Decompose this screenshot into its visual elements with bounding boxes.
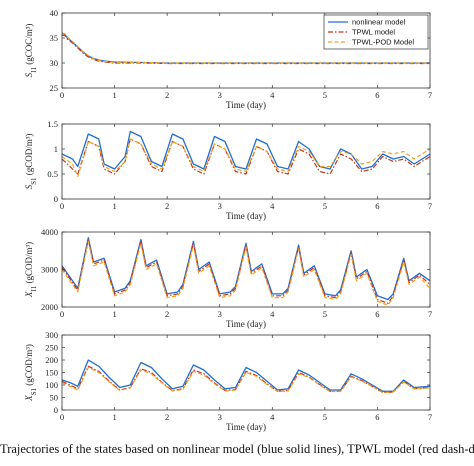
series-line-2 bbox=[62, 34, 430, 65]
x-tick-label: 5 bbox=[323, 201, 327, 211]
y-tick-label: 40 bbox=[50, 8, 59, 18]
y-tick-label: 150 bbox=[45, 368, 58, 378]
y-tick-label: 0 bbox=[54, 405, 58, 415]
x-axis-label: Time (day) bbox=[226, 422, 266, 432]
y-tick-label: 2000 bbox=[41, 302, 58, 312]
x-tick-label: 1 bbox=[112, 309, 116, 319]
series-line-1 bbox=[62, 236, 430, 301]
legend-box bbox=[323, 14, 429, 50]
series-line-3 bbox=[62, 240, 430, 306]
x-tick-label: 1 bbox=[112, 412, 116, 422]
x-tick-label: 3 bbox=[218, 309, 222, 319]
x-tick-label: 2 bbox=[165, 309, 169, 319]
subplot-2: 0 1 2 3 4 5 6 7 0 0.5 1 1.5 Time (day) SS1 (gCOD/m³) bbox=[24, 119, 432, 221]
figure-caption: Trajectories of the states based on nonl… bbox=[0, 442, 474, 456]
y-tick-label: 35 bbox=[50, 33, 59, 43]
series-line-1 bbox=[62, 130, 430, 170]
x-tick-label: 5 bbox=[323, 90, 327, 100]
y-tick-label: 250 bbox=[45, 343, 58, 353]
x-tick-label: 3 bbox=[218, 90, 222, 100]
y-axis-label-1: SI1 (gCOC/m³) bbox=[24, 24, 38, 78]
y-tick-label: 1.5 bbox=[47, 119, 58, 129]
y-tick-label: 50 bbox=[50, 393, 59, 403]
x-tick-label: 6 bbox=[375, 201, 379, 211]
x-axis-label: Time (day) bbox=[226, 211, 266, 221]
x-tick-label: 2 bbox=[165, 90, 169, 100]
y-tick-label: 100 bbox=[45, 380, 58, 390]
x-tick-label: 3 bbox=[218, 201, 222, 211]
x-tick-label: 7 bbox=[428, 309, 432, 319]
y-tick-label: 1 bbox=[54, 144, 58, 154]
legend-label-3: TPWL-POD Model bbox=[352, 38, 414, 47]
y-tick-label: 3000 bbox=[41, 265, 58, 275]
x-tick-label: 7 bbox=[428, 412, 432, 422]
x-tick-label: 7 bbox=[428, 201, 432, 211]
subplot-3: 0 1 2 3 4 5 6 7 2000 3000 4000 Time (day) XI1 (gCOD/… bbox=[24, 227, 432, 329]
x-tick-label: 0 bbox=[60, 90, 64, 100]
x-tick-label: 6 bbox=[375, 412, 379, 422]
x-tick-label: 4 bbox=[270, 90, 275, 100]
x-tick-label: 4 bbox=[270, 412, 275, 422]
x-tick-label: 0 bbox=[60, 412, 64, 422]
x-tick-label: 2 bbox=[165, 412, 169, 422]
x-tick-label: 7 bbox=[428, 90, 432, 100]
plot-frame bbox=[61, 123, 431, 200]
y-tick-label: 300 bbox=[45, 330, 58, 340]
x-tick-label: 5 bbox=[323, 309, 327, 319]
x-tick-label: 5 bbox=[323, 412, 327, 422]
y-tick-label: 0 bbox=[54, 194, 58, 204]
y-axis-label-4: XS1 (gCOD/m³) bbox=[24, 344, 38, 402]
x-tick-label: 1 bbox=[112, 90, 116, 100]
y-tick-label: 0.5 bbox=[47, 169, 58, 179]
x-tick-label: 3 bbox=[218, 412, 222, 422]
y-axis-label-3: XI1 (gCOD/m³) bbox=[24, 242, 38, 298]
y-tick-label: 25 bbox=[50, 83, 59, 93]
y-tick-label: 200 bbox=[45, 355, 58, 365]
series-line-1 bbox=[62, 359, 430, 392]
x-tick-label: 2 bbox=[165, 201, 169, 211]
legend-label-2: TPWL model bbox=[352, 28, 395, 37]
x-tick-label: 4 bbox=[270, 309, 275, 319]
y-tick-label: 30 bbox=[50, 58, 59, 68]
x-tick-label: 1 bbox=[112, 201, 116, 211]
series-line-3 bbox=[62, 366, 430, 394]
y-tick-label: 4000 bbox=[41, 227, 58, 237]
x-tick-label: 4 bbox=[270, 201, 275, 211]
x-tick-label: 6 bbox=[375, 309, 379, 319]
plot-frame bbox=[61, 12, 431, 89]
series-line-3 bbox=[62, 32, 430, 64]
x-tick-label: 0 bbox=[60, 201, 64, 211]
y-axis-label-2: SS1 (gCOD/m³) bbox=[24, 134, 38, 190]
legend-label-1: nonlinear model bbox=[352, 18, 406, 27]
x-tick-label: 0 bbox=[60, 309, 64, 319]
x-tick-label: 6 bbox=[375, 90, 379, 100]
x-axis-label: Time (day) bbox=[226, 319, 266, 329]
series-line-2 bbox=[62, 138, 430, 175]
series-line-2 bbox=[62, 238, 430, 304]
series-line-3 bbox=[62, 138, 430, 178]
subplot-1: 0 1 2 3 4 5 6 7 25 30 35 40 Time (day) SI1 (gCOC/m³) n… bbox=[24, 8, 432, 110]
x-axis-label: Time (day) bbox=[226, 100, 266, 110]
